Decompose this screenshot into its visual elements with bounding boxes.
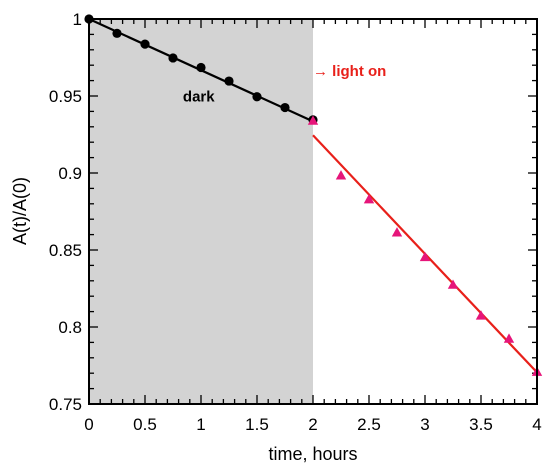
y-axis-title: A(t)/A(0) xyxy=(10,177,30,245)
y-tick-label: 0.8 xyxy=(58,318,82,337)
x-tick-label: 1.5 xyxy=(245,415,269,434)
data-point-triangle xyxy=(503,333,515,343)
data-point-triangle xyxy=(419,251,431,262)
data-point-circle xyxy=(280,102,290,113)
x-tick-label: 0.5 xyxy=(133,415,157,434)
data-point-circle xyxy=(196,62,206,73)
x-axis-title: time, hours xyxy=(268,444,357,464)
plot-frame xyxy=(88,18,538,405)
data-point-triangle xyxy=(447,279,459,289)
shaded-region-layer xyxy=(89,19,313,404)
x-tick-label: 2 xyxy=(308,415,317,434)
x-tick-label: 2.5 xyxy=(357,415,381,434)
data-points-layer xyxy=(84,14,543,376)
x-tick-label: 1 xyxy=(196,415,205,434)
data-point-triangle xyxy=(363,193,375,204)
x-tick-label: 4 xyxy=(532,415,541,434)
plot-frame-layer xyxy=(88,18,538,405)
x-tick-label: 0 xyxy=(84,415,93,434)
data-point-circle xyxy=(224,76,234,86)
y-tick-label: 0.95 xyxy=(49,87,82,106)
x-tick-label: 3 xyxy=(420,415,429,434)
annotations-layer: dark → light on xyxy=(183,63,386,105)
y-tick-label: 0.85 xyxy=(49,241,82,260)
y-tick-label: 0.75 xyxy=(49,395,82,414)
tick-labels-layer: 0 0.5 1 1.5 2 2.5 3 3.5 4 0.75 0.8 0.85 0.9 0.95 1 xyxy=(49,10,542,434)
data-point-circle xyxy=(252,92,262,102)
data-point-circle xyxy=(140,39,150,49)
x-tick-label: 3.5 xyxy=(469,415,493,434)
data-point-circle xyxy=(112,28,122,38)
data-point-triangle xyxy=(475,310,487,320)
annotation-dark: dark xyxy=(183,88,215,105)
annotation-light-on: → light on xyxy=(313,63,386,80)
y-tick-label: 0.9 xyxy=(58,164,82,183)
data-point-circle xyxy=(168,53,178,63)
y-tick-label: 1 xyxy=(73,10,82,29)
data-point-triangle xyxy=(307,115,319,125)
data-point-triangle xyxy=(391,227,403,237)
data-point-triangle xyxy=(335,170,347,180)
dark-region xyxy=(89,19,313,404)
